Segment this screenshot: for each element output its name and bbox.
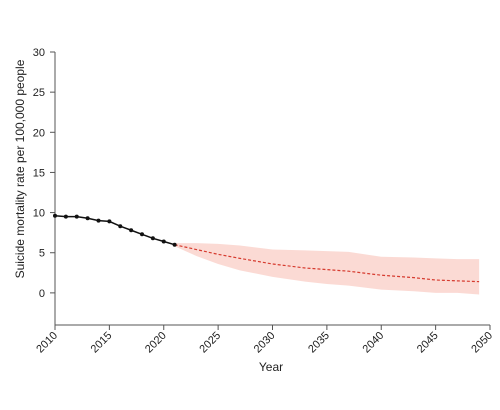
observed-point — [107, 219, 112, 224]
x-tick-label: 2020 — [143, 330, 169, 356]
observed-point — [129, 228, 134, 233]
y-tick-label: 30 — [33, 47, 45, 59]
y-tick-label: 10 — [33, 208, 45, 220]
x-tick-label: 2045 — [415, 330, 441, 356]
y-tick-label: 20 — [33, 127, 45, 139]
observed-line — [54, 215, 175, 246]
observed-point — [63, 214, 68, 219]
observed-point — [53, 213, 57, 218]
forecast-uncertainty-band — [174, 243, 480, 295]
forecast-band-layer — [174, 243, 480, 295]
y-axis-title: Suicide mortality rate per 100,000 peopl… — [13, 59, 27, 278]
x-axis-title: Year — [259, 360, 283, 374]
x-tick-label: 2025 — [197, 330, 223, 356]
y-tick-label: 0 — [39, 288, 45, 300]
observed-point — [140, 232, 144, 237]
observed-point — [161, 239, 166, 244]
observed-point — [74, 214, 79, 219]
observed-point — [172, 242, 177, 247]
x-tick-label: 2040 — [361, 330, 387, 356]
x-tick-label: 2010 — [34, 330, 60, 356]
y-tick-label: 15 — [33, 167, 45, 179]
observed-point — [118, 224, 123, 229]
axes — [50, 51, 491, 330]
x-tick-label: 2035 — [306, 330, 332, 356]
observed-point — [150, 236, 155, 241]
observed-point — [85, 216, 90, 221]
y-tick-label: 5 — [39, 248, 45, 260]
x-tick-label: 2050 — [469, 330, 495, 356]
series-layer — [53, 213, 480, 283]
x-tick-label: 2015 — [89, 330, 115, 356]
observed-point — [96, 218, 101, 223]
x-tick-label: 2030 — [252, 330, 278, 356]
y-tick-label: 25 — [33, 87, 45, 99]
